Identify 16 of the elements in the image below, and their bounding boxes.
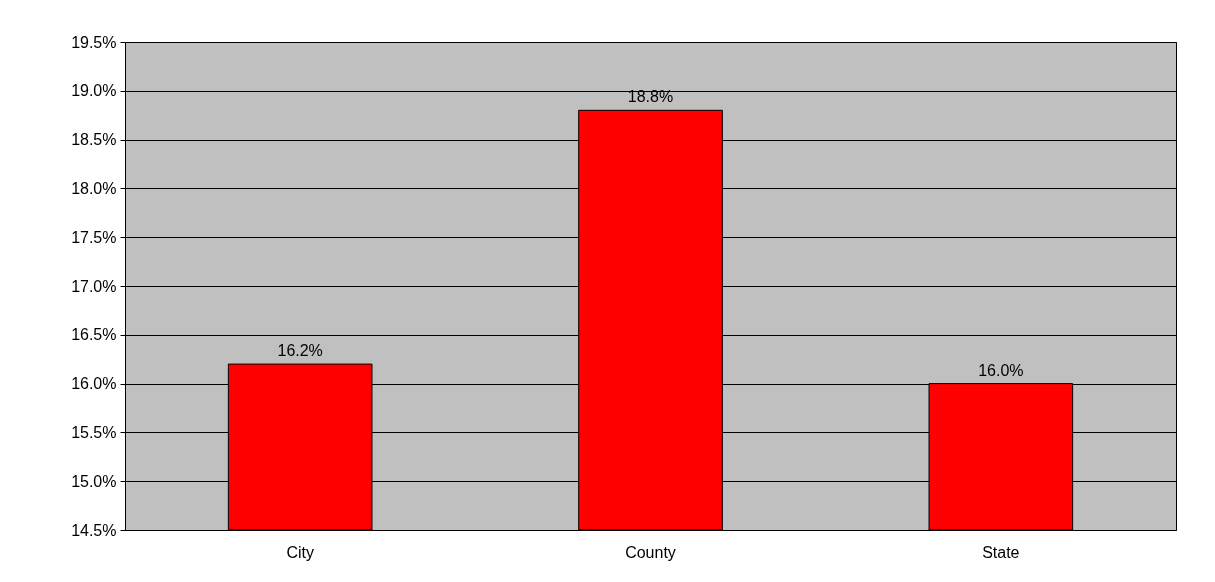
y-tick-label: 17.5% xyxy=(71,228,117,246)
data-label: 16.0% xyxy=(978,361,1024,379)
y-tick-label: 17.0% xyxy=(71,277,117,295)
x-tick-label: State xyxy=(982,543,1020,561)
y-tick-label: 18.0% xyxy=(71,179,117,197)
y-tick-label: 15.5% xyxy=(71,423,117,441)
y-tick-label: 19.0% xyxy=(71,82,117,100)
y-tick-label: 16.5% xyxy=(71,326,117,344)
y-tick-label: 16.0% xyxy=(71,375,117,393)
data-label: 16.2% xyxy=(277,342,323,360)
x-tick-label: City xyxy=(286,543,314,561)
x-tick-label: County xyxy=(625,543,676,561)
y-tick-label: 14.5% xyxy=(71,521,117,539)
y-tick-label: 19.5% xyxy=(71,33,117,51)
y-tick-label: 18.5% xyxy=(71,131,117,149)
y-tick-label: 15.0% xyxy=(71,472,117,490)
